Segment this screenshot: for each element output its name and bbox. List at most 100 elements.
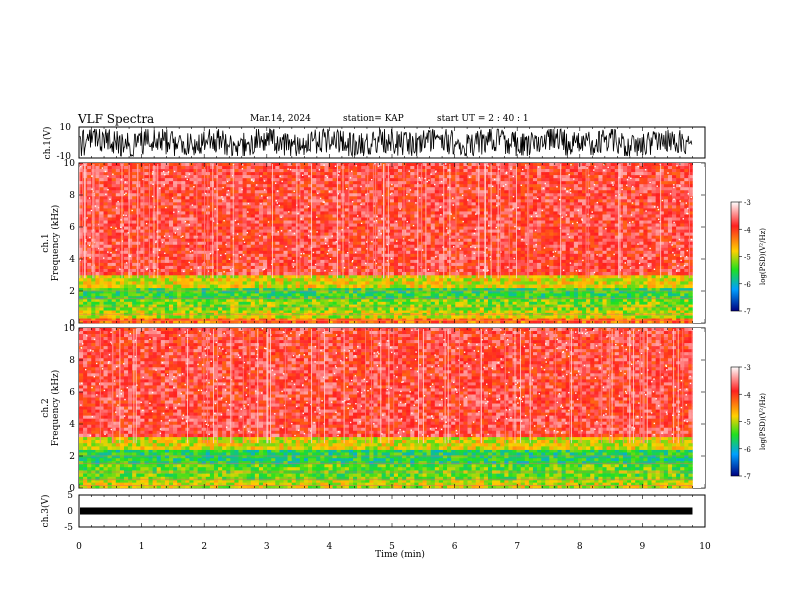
spectrogram-cell — [258, 226, 264, 230]
spectrogram-cell — [295, 163, 301, 167]
spectrogram-cell — [230, 202, 235, 206]
spectrogram-cell — [303, 259, 309, 264]
spectrogram-cell — [672, 299, 677, 303]
spectrogram-cell — [234, 310, 239, 314]
spectrogram-cell — [344, 310, 350, 314]
spectrogram-cell — [606, 315, 611, 319]
spectrogram-cell — [369, 278, 374, 282]
spectrogram-cell — [590, 287, 595, 291]
spectrogram-cell — [95, 175, 100, 179]
spectrogram-cell — [107, 271, 113, 276]
spectrogram-cell — [426, 275, 432, 279]
spectrogram-cell — [258, 318, 264, 321]
spectrogram-cell — [545, 299, 550, 303]
spectrogram-cell — [582, 310, 587, 314]
spectrogram-cell — [230, 250, 235, 255]
spectrogram-cell — [389, 307, 395, 311]
spectrogram-cell — [561, 310, 566, 314]
spectrogram-cell — [238, 271, 243, 276]
spectrogram-cell — [475, 318, 481, 321]
spectrogram-cell — [410, 304, 415, 308]
spectrogram-cell — [275, 187, 280, 191]
spectrogram-cell — [602, 315, 607, 319]
spectrogram-cell — [140, 262, 145, 267]
spectrogram-cell — [177, 184, 182, 188]
spectrogram-cell — [242, 190, 247, 194]
spectrogram-cell — [193, 301, 198, 305]
spectrogram-cell — [684, 320, 689, 324]
spectrogram-cell — [177, 275, 182, 279]
spectrogram-cell — [132, 175, 137, 179]
spectrogram-cell — [136, 315, 141, 319]
spectrogram-cell — [209, 178, 215, 182]
spectrogram-cell — [222, 304, 227, 308]
spectrogram-cell — [128, 290, 133, 294]
spectrogram-cell — [132, 290, 137, 294]
spectrogram-cell — [160, 235, 166, 239]
spectrogram-cell — [295, 304, 301, 308]
spectrogram-cell — [140, 223, 145, 227]
spectrogram-cell — [348, 275, 354, 279]
spectrogram-cell — [590, 284, 595, 289]
spectrogram-cell — [463, 281, 468, 285]
spectrogram-cell — [173, 299, 178, 303]
spectrogram-cell — [242, 163, 247, 167]
spectrogram-cell — [115, 250, 121, 255]
spectrogram-cell — [344, 193, 350, 197]
spectrogram-cell — [271, 205, 276, 209]
spectrogram-cell — [189, 172, 194, 176]
spectrogram-cell — [152, 310, 158, 314]
spectrogram-cell — [275, 244, 280, 249]
spectrogram-cell — [549, 301, 554, 305]
spectrogram-cell — [173, 284, 178, 289]
spectrogram-cell — [271, 304, 276, 308]
spectrogram-cell — [263, 299, 268, 303]
spectrogram-cell — [361, 287, 366, 291]
spectrogram-cell — [263, 220, 268, 224]
spectrogram-cell — [524, 275, 530, 279]
spectrogram-cell — [577, 293, 583, 297]
spectrogram-cell — [271, 287, 276, 291]
spectrogram-cell — [152, 166, 158, 170]
spectrogram-cell — [271, 268, 276, 273]
spectrogram-cell — [516, 284, 522, 289]
spectrogram-cell — [107, 187, 113, 191]
spectrogram-cell — [590, 299, 595, 303]
spectrogram-cell — [483, 278, 489, 282]
spectrogram-cell — [128, 196, 133, 200]
spectrogram-cell — [177, 211, 182, 215]
spectrogram-cell — [385, 284, 391, 289]
spectrogram-cell — [487, 304, 493, 308]
spectrogram-cell — [185, 265, 190, 270]
spectrogram-cell — [193, 293, 198, 297]
spectrogram-cell — [250, 220, 256, 224]
spectrogram-cell — [177, 178, 182, 182]
spectrogram-cell — [344, 296, 350, 300]
spectrogram-cell — [655, 275, 661, 279]
spectrogram-cell — [267, 199, 272, 203]
spectrogram-cell — [308, 235, 313, 239]
spectrogram-cell — [684, 310, 689, 314]
spectrogram-cell — [308, 259, 313, 264]
spectrogram-cell — [234, 190, 239, 194]
spectrogram-cell — [156, 202, 162, 206]
spectrogram-cell — [279, 318, 284, 321]
spectrogram-cell — [111, 175, 117, 179]
spectrogram-cell — [119, 278, 125, 282]
spectrogram-cell — [164, 172, 170, 176]
spectrogram-cell — [168, 318, 174, 321]
spectrogram-cell — [213, 247, 219, 252]
spectrogram-cell — [197, 290, 202, 294]
spectrogram-cell — [181, 208, 186, 212]
spectrogram-cell — [173, 265, 178, 270]
spectrogram-cell — [238, 163, 243, 167]
spectrogram-cell — [226, 310, 231, 314]
spectrogram-cell — [299, 320, 305, 324]
spectrogram-cell — [287, 293, 292, 297]
spectrogram-cell — [303, 320, 309, 324]
spectrogram-cell — [610, 278, 616, 282]
spectrogram-cell — [189, 287, 194, 291]
spectrogram-cell — [258, 293, 264, 297]
spectrogram-cell — [443, 304, 448, 308]
spectrogram-cell — [328, 202, 333, 206]
